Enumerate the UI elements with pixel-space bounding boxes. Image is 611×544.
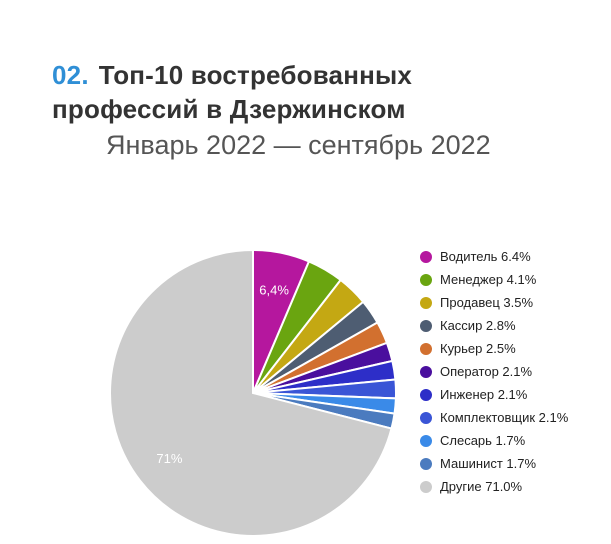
- legend-swatch-10: [420, 481, 432, 493]
- legend-item-1: Менеджер 4.1%: [420, 271, 590, 289]
- legend-swatch-8: [420, 435, 432, 447]
- legend-label-7: Комплектовщик 2.1%: [440, 410, 569, 425]
- legend-swatch-7: [420, 412, 432, 424]
- pie-slices: [109, 248, 398, 537]
- legend-label-3: Кассир 2.8%: [440, 318, 516, 333]
- legend-swatch-2: [420, 297, 432, 309]
- legend-swatch-5: [420, 366, 432, 378]
- legend-label-9: Машинист 1.7%: [440, 456, 537, 471]
- chart-title: 02. Топ-10 востребованных профессий в Дзе…: [52, 58, 412, 126]
- legend-label-1: Менеджер 4.1%: [440, 272, 537, 287]
- legend-label-2: Продавец 3.5%: [440, 295, 534, 310]
- legend-item-10: Другие 71.0%: [420, 478, 590, 496]
- legend-label-10: Другие 71.0%: [440, 479, 523, 494]
- chart-legend: Водитель 6.4% Менеджер 4.1% Продавец 3.5% К…: [420, 248, 590, 501]
- legend-item-7: Комплектовщик 2.1%: [420, 409, 590, 427]
- legend-item-3: Кассир 2.8%: [420, 317, 590, 335]
- legend-item-8: Слесарь 1.7%: [420, 432, 590, 450]
- title-text-1: Топ-10 востребованных: [98, 60, 413, 90]
- legend-swatch-4: [420, 343, 432, 355]
- legend-label-6: Инженер 2.1%: [440, 387, 528, 402]
- slice-label-10: 71%: [156, 451, 182, 466]
- legend-label-5: Оператор 2.1%: [440, 364, 533, 379]
- legend-label-8: Слесарь 1.7%: [440, 433, 526, 448]
- legend-item-9: Машинист 1.7%: [420, 455, 590, 473]
- legend-swatch-3: [420, 320, 432, 332]
- title-line-2: профессий в Дзержинском: [52, 94, 406, 124]
- legend-swatch-0: [420, 251, 432, 263]
- slice-label-0: 6,4%: [259, 282, 289, 297]
- legend-item-4: Курьер 2.5%: [420, 340, 590, 358]
- chart-subtitle: Январь 2022 — сентябрь 2022: [106, 130, 491, 160]
- legend-label-0: Водитель 6.4%: [440, 249, 531, 264]
- legend-item-5: Оператор 2.1%: [420, 363, 590, 381]
- pie-slice-labels: 6,4% 71%: [156, 282, 289, 466]
- legend-item-2: Продавец 3.5%: [420, 294, 590, 312]
- section-number: 02.: [52, 60, 89, 90]
- title-line-1: 02. Топ-10 востребованных: [52, 58, 412, 92]
- legend-item-0: Водитель 6.4%: [420, 248, 590, 266]
- legend-swatch-9: [420, 458, 432, 470]
- legend-label-4: Курьер 2.5%: [440, 341, 516, 356]
- legend-swatch-1: [420, 274, 432, 286]
- pie-slice-10: [109, 248, 393, 537]
- legend-swatch-6: [420, 389, 432, 401]
- legend-item-6: Инженер 2.1%: [420, 386, 590, 404]
